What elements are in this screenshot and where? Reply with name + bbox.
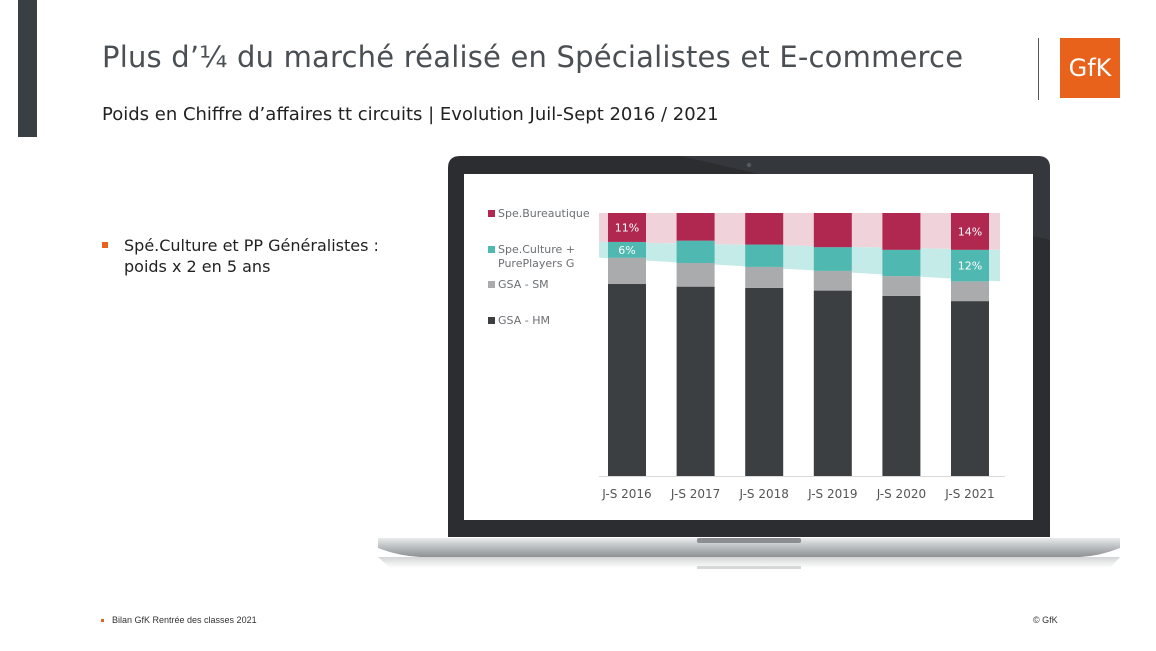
legend-label-bureautique: Spe.Bureautique <box>498 207 590 220</box>
bullet-text: Spé.Culture et PP Généralistes : poids x… <box>124 236 379 276</box>
bar-gsa_hm-3 <box>745 287 784 476</box>
laptop-foot <box>697 566 801 569</box>
laptop-base <box>378 538 1120 557</box>
x-tick-label: J-S 2019 <box>807 487 857 501</box>
x-tick-label: J-S 2018 <box>738 487 788 501</box>
footer-source-text: Bilan GfK Rentrée des classes 2021 <box>112 615 257 625</box>
data-label: 12% <box>958 260 982 273</box>
bullet-square-icon <box>102 242 108 248</box>
bar-culture-2 <box>676 240 715 263</box>
bar-bureautique-3 <box>745 213 784 245</box>
bar-culture-6 <box>951 249 989 282</box>
legend-label-culture: Spe.Culture + <box>498 243 575 256</box>
footer-square-icon <box>101 619 104 623</box>
bar-gsa_sm-6 <box>951 281 989 302</box>
bar-culture-5 <box>882 249 921 277</box>
legend-swatch-gsa_hm <box>488 317 495 324</box>
bar-gsa_hm-2 <box>676 286 715 476</box>
footer-copyright: © GfK <box>1033 615 1058 625</box>
x-tick-label: J-S 2017 <box>670 487 720 501</box>
bullet-point: Spé.Culture et PP Généralistes : poids x… <box>102 235 412 277</box>
legend-label-culture: PurePlayers G <box>498 257 574 270</box>
bar-bureautique-1 <box>608 213 646 242</box>
footer-source: Bilan GfK Rentrée des classes 2021 <box>101 615 257 625</box>
logo-divider <box>1038 38 1039 100</box>
legend-label-gsa_hm: GSA - HM <box>498 314 550 327</box>
bar-gsa_sm-4 <box>813 270 852 291</box>
bar-bureautique-4 <box>813 213 852 248</box>
x-tick-label: J-S 2016 <box>601 487 651 501</box>
page-subtitle: Poids en Chiffre d’affaires tt circuits … <box>102 104 719 125</box>
data-label: 14% <box>958 225 982 238</box>
legend-swatch-gsa_sm <box>488 281 495 288</box>
bar-gsa_hm-5 <box>882 295 921 476</box>
bar-gsa_sm-1 <box>608 257 646 285</box>
x-tick-label: J-S 2020 <box>876 487 926 501</box>
bar-bureautique-2 <box>676 213 715 241</box>
bar-gsa_hm-6 <box>951 301 989 476</box>
chart-area: J-S 2016 J-S 2017 J-S 2018 J-S 2019 J-S 2020… <box>488 207 1005 501</box>
gfk-logo: GfK <box>1060 38 1120 98</box>
bar-gsa_sm-5 <box>882 276 921 296</box>
x-tick-label: J-S 2021 <box>944 487 994 501</box>
legend-swatch-bureautique <box>488 210 495 217</box>
left-accent-bar <box>18 0 37 137</box>
laptop-camera <box>746 162 752 168</box>
legend-swatch-culture <box>488 246 495 253</box>
data-label: 6% <box>618 244 635 257</box>
bar-gsa_sm-2 <box>676 262 715 287</box>
bar-gsa_hm-1 <box>608 284 646 476</box>
laptop-notch <box>697 538 801 543</box>
bar-gsa_sm-3 <box>745 266 784 288</box>
data-label: 11% <box>615 221 639 234</box>
bar-bureautique-5 <box>882 213 921 250</box>
page-title: Plus d’¼ du marché réalisé en Spécialist… <box>102 40 964 74</box>
legend-label-gsa_sm: GSA - SM <box>498 278 549 291</box>
bar-culture-3 <box>745 244 784 267</box>
bar-bureautique-6 <box>951 213 989 250</box>
bar-culture-4 <box>813 247 852 271</box>
laptop-shadow <box>378 557 1120 568</box>
bar-gsa_hm-4 <box>813 290 852 476</box>
bar-culture-1 <box>608 241 646 258</box>
